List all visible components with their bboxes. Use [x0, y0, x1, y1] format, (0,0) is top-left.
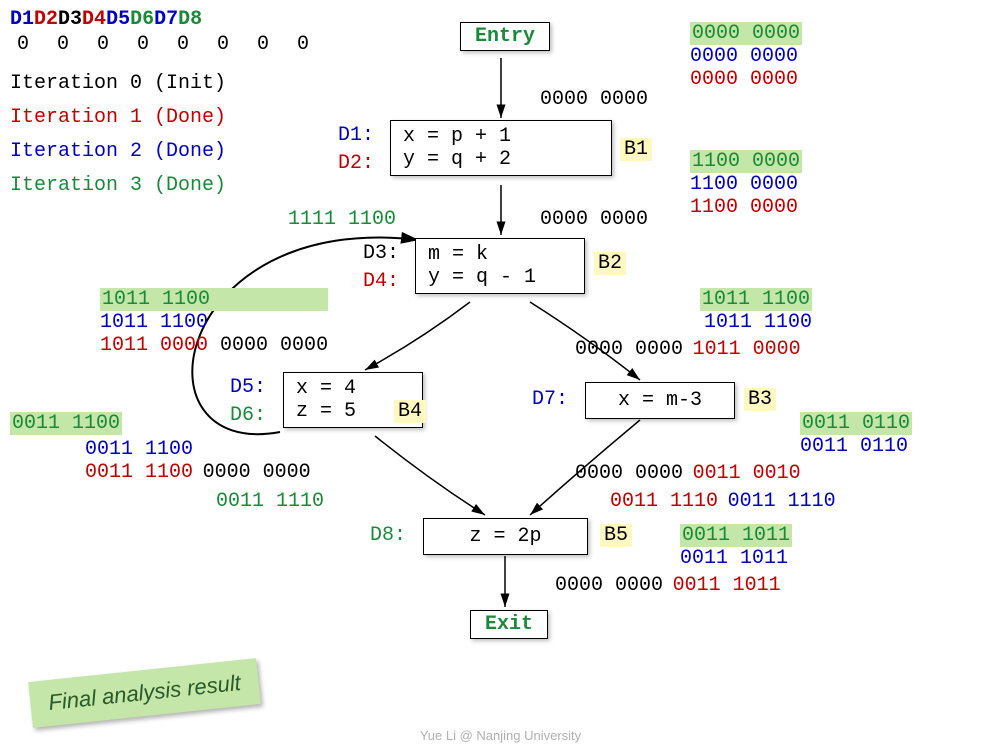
def-D7: D7 [154, 8, 178, 31]
bits-b1-in: 0000 0000 0000 0000 0000 0000 [690, 22, 802, 91]
def-label-D1: D1: [338, 124, 374, 147]
def-D3: D3 [58, 8, 82, 31]
node-b5: z = 2p [423, 518, 588, 555]
b1-line2: y = q + 2 [403, 148, 599, 171]
def-D6: D6 [130, 8, 154, 31]
node-entry: Entry [460, 22, 550, 51]
def-label-D6: D6: [230, 404, 266, 427]
bits-b4-out: 0011 1100 [10, 412, 122, 435]
bits-b1-out: 1100 0000 1100 0000 1100 0000 [690, 150, 802, 219]
iteration-1: Iteration 1 (Done) [10, 106, 226, 129]
zero-vector: 0 0 0 0 0 0 0 0 [17, 33, 317, 56]
bits-b3-out: 0011 0110 0011 0110 [800, 412, 912, 458]
bits-b2-out-right: 1011 1100 1011 1100 [700, 288, 812, 334]
label-b5: B5 [600, 524, 632, 547]
node-b3: x = m-3 [585, 382, 735, 419]
b4-line1: x = 4 [296, 377, 410, 400]
b1-line1: x = p + 1 [403, 125, 599, 148]
iteration-0: Iteration 0 (Init) [10, 72, 226, 95]
b4-line2: z = 5 [296, 400, 410, 423]
def-D2: D2 [34, 8, 58, 31]
final-result-banner: Final analysis result [28, 658, 261, 728]
def-label-D2: D2: [338, 152, 374, 175]
bits-b2-in-black: 0000 0000 [540, 208, 648, 231]
def-D8: D8 [178, 8, 202, 31]
bits-b5-in-right: 0011 1110 0011 1110 [610, 490, 836, 513]
b3-line1: x = m-3 [598, 389, 722, 412]
bits-b2-out-right-row: 0000 0000 1011 0000 [575, 338, 801, 361]
iteration-3: Iteration 3 (Done) [10, 174, 226, 197]
b5-line1: z = 2p [436, 525, 575, 548]
def-D1: D1 [10, 8, 34, 31]
node-b1: x = p + 1 y = q + 2 [390, 120, 612, 176]
label-b1: B1 [620, 138, 652, 161]
bits-b5-out-row: 0000 0000 0011 1011 [555, 574, 781, 597]
def-D4: D4 [82, 8, 106, 31]
bits-b2-out-left: 1011 1100 1011 1100 1011 0000 0000 0000 [100, 288, 328, 357]
label-b4: B4 [394, 400, 426, 423]
node-exit: Exit [470, 610, 548, 639]
b2-line1: m = k [428, 243, 572, 266]
bits-entry-out: 0000 0000 [540, 88, 648, 111]
bits-b3-out-row: 0000 0000 0011 0010 [575, 462, 801, 485]
def-label-D5: D5: [230, 376, 266, 399]
def-label-D3: D3: [363, 242, 399, 265]
def-label-D8: D8: [370, 524, 406, 547]
def-label-D7: D7: [532, 388, 568, 411]
def-D5: D5 [106, 8, 130, 31]
node-b2: m = k y = q - 1 [415, 238, 585, 294]
iteration-2: Iteration 2 (Done) [10, 140, 226, 163]
footer-credit: Yue Li @ Nanjing University [0, 728, 1001, 743]
def-header: D1D2D3D4D5D6D7D8 [10, 8, 202, 31]
bits-b4-out-2: 0011 1100 0011 1100 0000 0000 [85, 438, 311, 484]
def-label-D4: D4: [363, 270, 399, 293]
bits-b2-in-left: 1111 1100 [288, 208, 396, 231]
bits-b5-in-left: 0011 1110 [216, 490, 324, 513]
b2-line2: y = q - 1 [428, 266, 572, 289]
label-b2: B2 [594, 252, 626, 275]
bits-b5-out: 0011 1011 0011 1011 [680, 524, 792, 570]
label-b3: B3 [744, 388, 776, 411]
